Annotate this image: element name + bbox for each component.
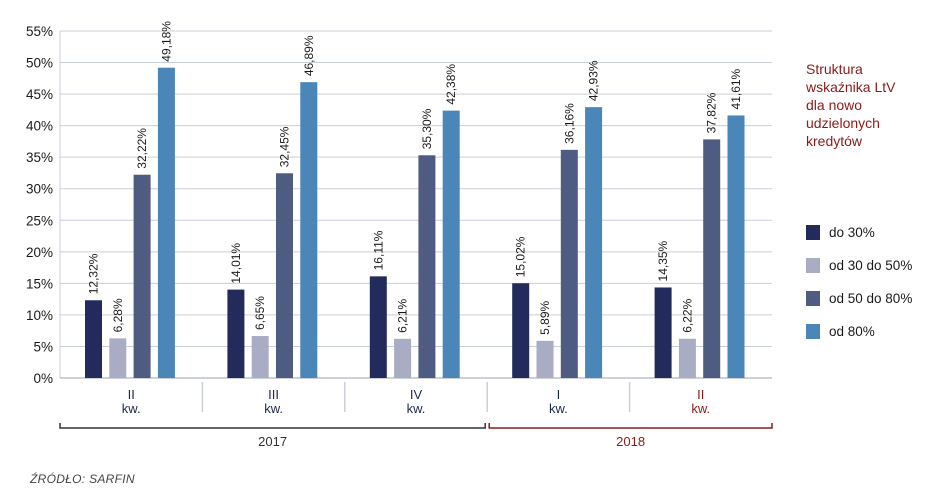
- data-label: 36,16%: [562, 103, 576, 144]
- data-label: 35,30%: [420, 108, 434, 149]
- bar: [300, 82, 318, 379]
- data-label: 49,18%: [159, 21, 173, 62]
- y-tick-label: 45%: [26, 87, 53, 102]
- category-quarter-label: III: [268, 387, 279, 402]
- data-label: 46,89%: [302, 35, 316, 76]
- legend-item-od-80: od 80%: [806, 321, 912, 341]
- y-tick-label: 0%: [33, 371, 53, 386]
- data-label: 6,21%: [396, 298, 410, 332]
- data-label: 42,38%: [444, 64, 458, 105]
- data-label: 37,82%: [705, 92, 719, 133]
- category-quarter-label: II: [697, 387, 704, 402]
- bar: [133, 174, 151, 378]
- data-label: 6,65%: [253, 296, 267, 330]
- y-tick-label: 10%: [26, 308, 53, 323]
- source-note: ŹRÓDŁO: SARFIN: [30, 472, 135, 486]
- bar: [418, 155, 436, 378]
- bar: [251, 336, 269, 378]
- bar: [276, 173, 293, 378]
- bar: [536, 340, 554, 378]
- legend-swatch: [806, 290, 820, 306]
- bar: [227, 289, 245, 378]
- data-label: 12,32%: [87, 253, 101, 294]
- category-suffix-label: kw.: [122, 401, 141, 416]
- y-tick-label: 35%: [26, 150, 53, 165]
- year-label: 2017: [258, 434, 287, 449]
- y-tick-label: 30%: [26, 182, 53, 197]
- legend-swatch: [806, 224, 820, 240]
- year-bracket: [488, 423, 773, 429]
- data-label: 32,22%: [135, 128, 149, 169]
- year-label: 2018: [616, 434, 645, 449]
- legend: do 30% od 30 do 50% od 50 do 80% od 80%: [806, 222, 912, 354]
- bar: [512, 283, 530, 378]
- bar: [157, 67, 175, 379]
- y-tick-label: 50%: [26, 56, 53, 71]
- data-label: 41,61%: [729, 68, 743, 109]
- category-suffix-label: kw.: [407, 401, 426, 416]
- y-tick-label: 25%: [26, 213, 53, 228]
- legend-label: do 30%: [829, 224, 875, 240]
- legend-swatch: [806, 323, 820, 339]
- data-label: 32,45%: [278, 126, 292, 167]
- y-tick-label: 40%: [26, 119, 53, 134]
- category-quarter-label: IV: [410, 387, 423, 402]
- y-tick-label: 20%: [26, 245, 53, 260]
- data-label: 6,22%: [680, 298, 694, 332]
- legend-label: od 80%: [829, 323, 875, 339]
- legend-label: od 50 do 80%: [829, 290, 913, 306]
- y-tick-label: 55%: [26, 24, 53, 39]
- legend-item-od-50-do-80: od 50 do 80%: [806, 288, 912, 308]
- data-label: 14,35%: [656, 240, 670, 281]
- legend-label: od 30 do 50%: [829, 257, 913, 273]
- category-suffix-label: kw.: [264, 401, 283, 416]
- data-label: 15,02%: [514, 236, 528, 277]
- bar: [585, 107, 603, 378]
- bar: [394, 338, 412, 378]
- y-tick-label: 5%: [33, 339, 53, 354]
- category-suffix-label: kw.: [691, 401, 710, 416]
- data-label: 14,01%: [229, 243, 243, 284]
- data-label: 5,89%: [538, 300, 552, 334]
- category-suffix-label: kw.: [549, 401, 568, 416]
- data-label: 42,93%: [587, 60, 601, 101]
- legend-swatch: [806, 257, 820, 273]
- bar: [560, 149, 578, 378]
- bar: [109, 338, 127, 378]
- y-tick-label: 15%: [26, 276, 53, 291]
- bar: [369, 276, 387, 378]
- legend-item-do-30: do 30%: [806, 222, 912, 242]
- bar: [703, 139, 721, 378]
- year-bracket: [59, 423, 486, 429]
- bar: [727, 115, 745, 378]
- bar: [654, 287, 672, 378]
- category-quarter-label: I: [557, 387, 561, 402]
- category-quarter-label: II: [128, 387, 135, 402]
- bar: [85, 300, 102, 378]
- data-label: 16,11%: [371, 230, 385, 270]
- legend-item-od-30-do-50: od 30 do 50%: [806, 255, 912, 275]
- data-label: 6,28%: [111, 298, 125, 332]
- bar: [678, 338, 696, 378]
- legend-title: Struktura wskaźnika LtV dla nowo udzielo…: [806, 61, 896, 149]
- bar: [442, 110, 460, 378]
